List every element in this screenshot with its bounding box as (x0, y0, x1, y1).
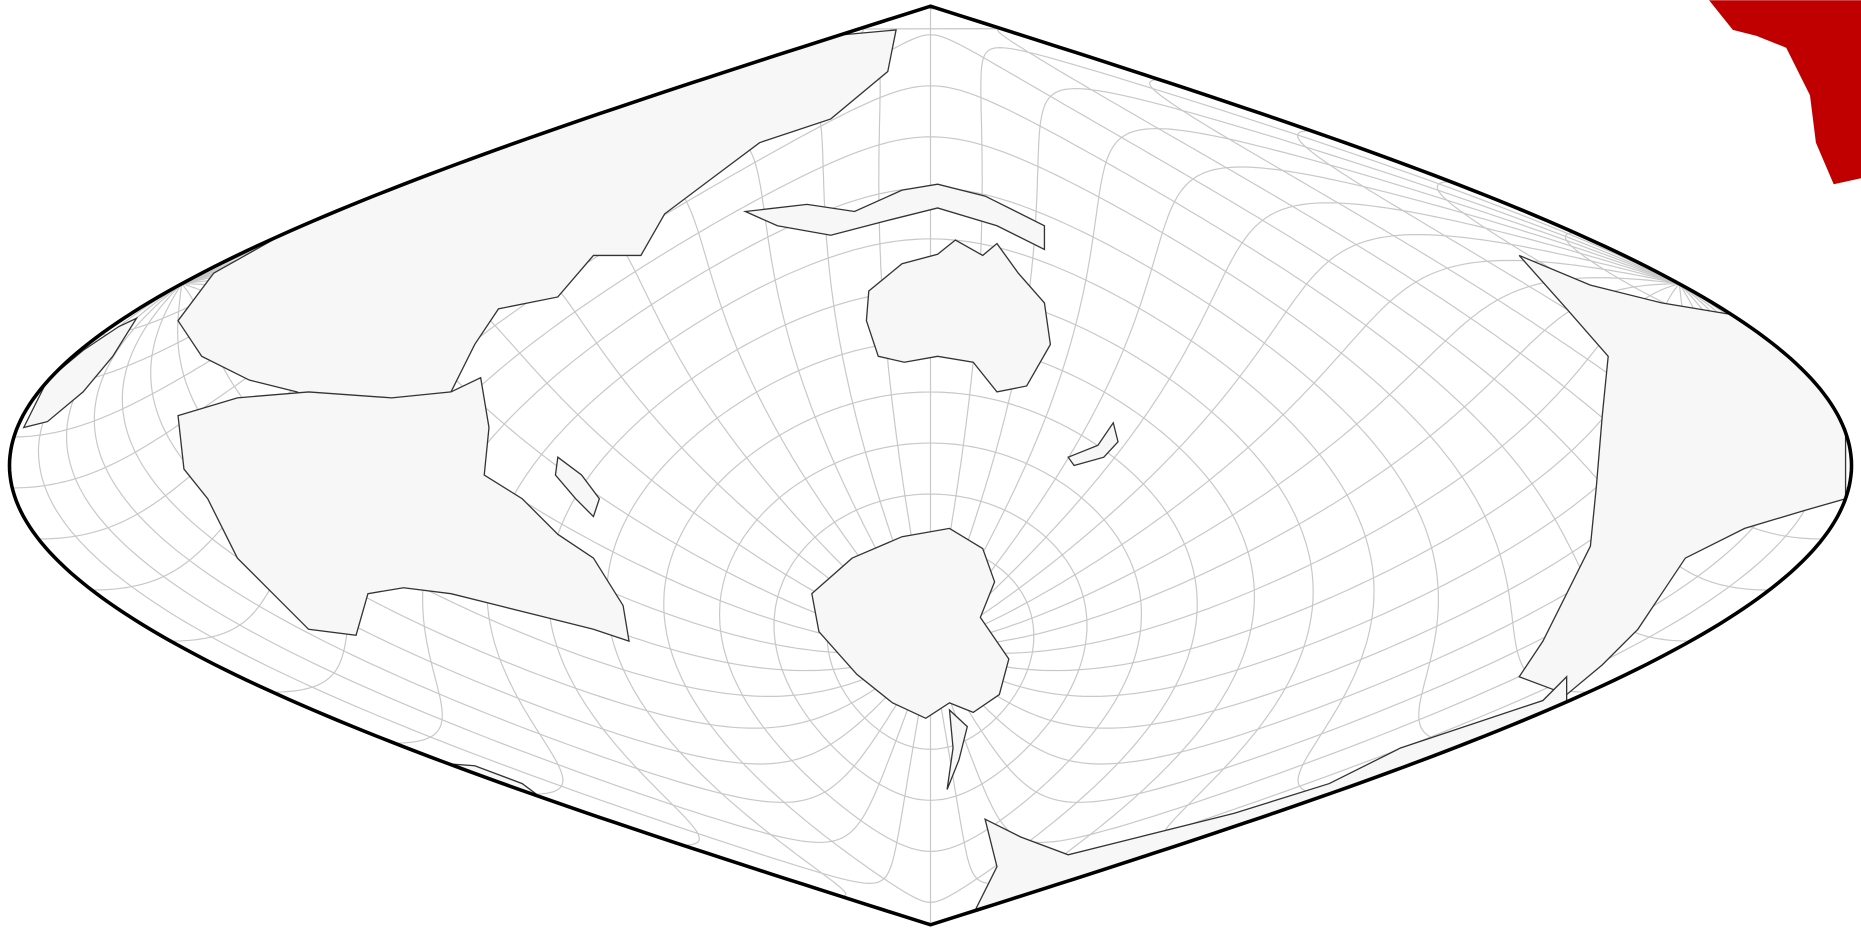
graticule-line (969, 202, 1680, 614)
graticule-line (37, 283, 923, 884)
globe-outline (7, 4, 1854, 927)
graticule-line (947, 87, 1680, 600)
antarctic-peninsula (946, 708, 969, 790)
graticule-line (65, 283, 914, 844)
antarctica (811, 527, 1010, 720)
asia-islands (742, 183, 1046, 251)
graticule-line (938, 47, 1680, 597)
graticule-line (93, 283, 906, 803)
new-zealand (1067, 421, 1119, 467)
graticule-line (773, 493, 1088, 801)
graticule-line (962, 166, 1680, 608)
corner-shape (1709, 0, 1861, 185)
graticule-line (955, 128, 1680, 603)
graticule-line (150, 283, 892, 729)
graticule-line (719, 442, 1142, 852)
landmasses (22, 29, 1847, 915)
africa (177, 376, 630, 643)
australia (865, 239, 1052, 393)
graticule-line (978, 259, 1680, 628)
graticule-line (486, 238, 1375, 795)
graticule-line (663, 391, 1198, 903)
madagascar (554, 456, 601, 518)
graticule-line (980, 277, 1680, 636)
graticule-line (974, 234, 1680, 621)
graticule-line (121, 283, 899, 765)
